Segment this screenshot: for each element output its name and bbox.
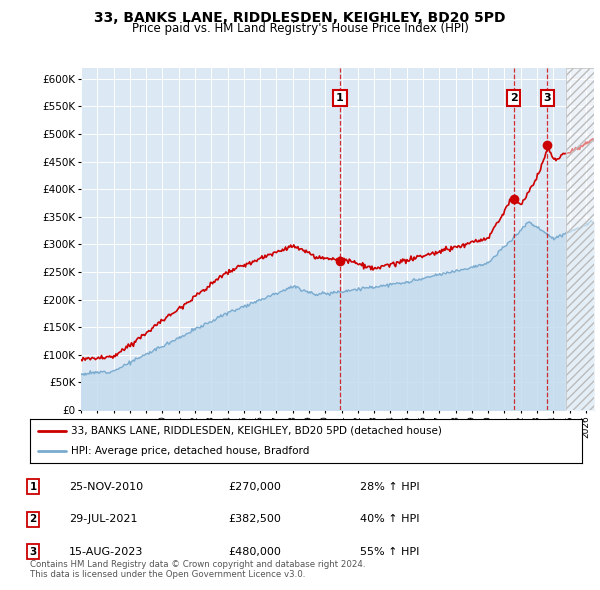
Text: Price paid vs. HM Land Registry's House Price Index (HPI): Price paid vs. HM Land Registry's House … bbox=[131, 22, 469, 35]
Text: HPI: Average price, detached house, Bradford: HPI: Average price, detached house, Brad… bbox=[71, 446, 310, 456]
Text: 25-NOV-2010: 25-NOV-2010 bbox=[69, 482, 143, 491]
Text: 40% ↑ HPI: 40% ↑ HPI bbox=[360, 514, 419, 524]
Text: 2: 2 bbox=[510, 93, 518, 103]
Text: 2: 2 bbox=[29, 514, 37, 524]
Text: £480,000: £480,000 bbox=[228, 547, 281, 556]
Text: 1: 1 bbox=[336, 93, 344, 103]
Text: 3: 3 bbox=[543, 93, 551, 103]
Text: 33, BANKS LANE, RIDDLESDEN, KEIGHLEY, BD20 5PD: 33, BANKS LANE, RIDDLESDEN, KEIGHLEY, BD… bbox=[94, 11, 506, 25]
Text: 29-JUL-2021: 29-JUL-2021 bbox=[69, 514, 137, 524]
Text: 15-AUG-2023: 15-AUG-2023 bbox=[69, 547, 143, 556]
Text: 1: 1 bbox=[29, 482, 37, 491]
Text: 3: 3 bbox=[29, 547, 37, 556]
Text: £382,500: £382,500 bbox=[228, 514, 281, 524]
Text: £270,000: £270,000 bbox=[228, 482, 281, 491]
Text: 28% ↑ HPI: 28% ↑ HPI bbox=[360, 482, 419, 491]
Text: Contains HM Land Registry data © Crown copyright and database right 2024.
This d: Contains HM Land Registry data © Crown c… bbox=[30, 560, 365, 579]
Text: 33, BANKS LANE, RIDDLESDEN, KEIGHLEY, BD20 5PD (detached house): 33, BANKS LANE, RIDDLESDEN, KEIGHLEY, BD… bbox=[71, 426, 442, 436]
Text: 55% ↑ HPI: 55% ↑ HPI bbox=[360, 547, 419, 556]
